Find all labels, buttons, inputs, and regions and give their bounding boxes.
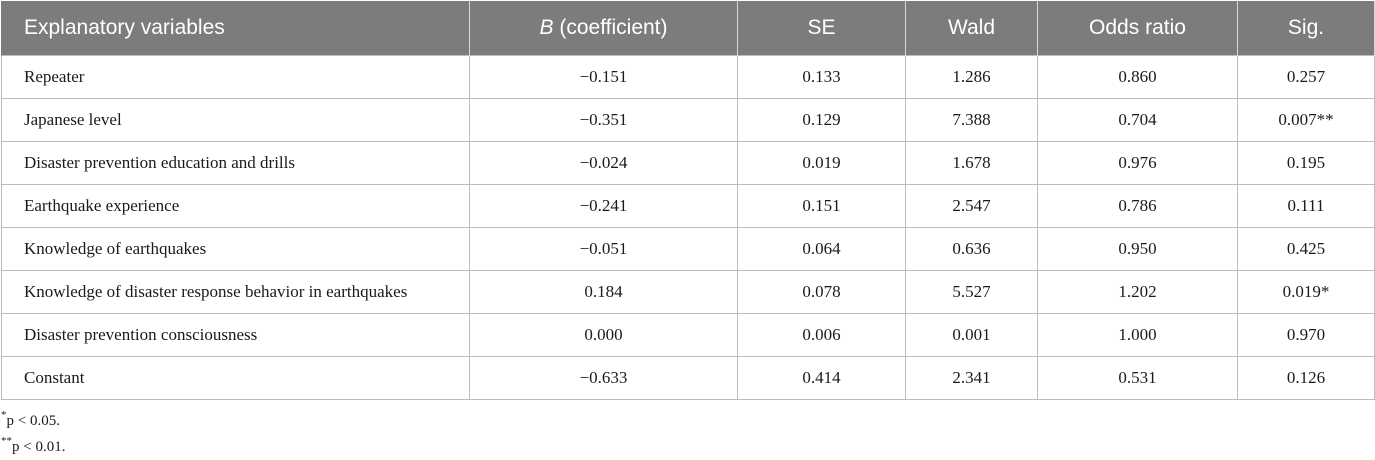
footnote-p01: **p < 0.01. [1,434,1375,460]
cell-sig: 0.425 [1237,227,1375,271]
regression-table: Explanatory variables B (coefficient) SE… [1,1,1375,400]
cell-wald: 0.001 [905,313,1038,357]
cell-se: 0.129 [737,98,906,142]
cell-se: 0.064 [737,227,906,271]
cell-coefficient: 0.184 [469,270,738,314]
header-odds-ratio: Odds ratio [1037,1,1238,56]
cell-sig: 0.007** [1237,98,1375,142]
table-row: Earthquake experience −0.241 0.151 2.547 0.7… [1,184,1375,228]
cell-variable: Japanese level [1,98,470,142]
cell-variable: Knowledge of disaster response behavior … [1,270,470,314]
cell-odds-ratio: 0.704 [1037,98,1238,142]
table-body: Repeater −0.151 0.133 1.286 0.860 0.257 Japane… [1,55,1375,400]
cell-coefficient: 0.000 [469,313,738,357]
header-explanatory-variables: Explanatory variables [1,1,470,56]
table-row: Disaster prevention consciousness 0.000 0.… [1,313,1375,357]
header-b-italic: B [539,16,554,39]
cell-sig: 0.970 [1237,313,1375,357]
header-coefficient: B (coefficient) [469,1,738,56]
cell-sig: 0.111 [1237,184,1375,228]
header-se: SE [737,1,906,56]
footnote-text: p < 0.05. [6,413,60,429]
cell-odds-ratio: 1.202 [1037,270,1238,314]
cell-coefficient: −0.151 [469,55,738,99]
cell-coefficient: −0.051 [469,227,738,271]
footnote-text: p < 0.01. [12,439,66,455]
cell-odds-ratio: 0.531 [1037,356,1238,400]
cell-variable: Knowledge of earthquakes [1,227,470,271]
cell-se: 0.006 [737,313,906,357]
cell-odds-ratio: 0.860 [1037,55,1238,99]
footnote-p05: *p < 0.05. [1,408,1375,434]
cell-se: 0.151 [737,184,906,228]
cell-sig: 0.126 [1237,356,1375,400]
header-row: Explanatory variables B (coefficient) SE… [1,1,1375,56]
cell-se: 0.414 [737,356,906,400]
cell-wald: 0.636 [905,227,1038,271]
table-row: Japanese level −0.351 0.129 7.388 0.704 0.007… [1,98,1375,142]
cell-variable: Constant [1,356,470,400]
table-row: Disaster prevention education and drills… [1,141,1375,185]
cell-se: 0.019 [737,141,906,185]
cell-se: 0.133 [737,55,906,99]
footnote-mark: ** [1,435,12,447]
cell-variable: Repeater [1,55,470,99]
header-wald: Wald [905,1,1038,56]
table-footnotes: *p < 0.05. **p < 0.01. [1,408,1375,460]
cell-coefficient: −0.241 [469,184,738,228]
cell-odds-ratio: 1.000 [1037,313,1238,357]
header-sig: Sig. [1237,1,1375,56]
table-row: Knowledge of disaster response behavior … [1,270,1375,314]
header-coefficient-label: (coefficient) [559,16,668,39]
cell-odds-ratio: 0.976 [1037,141,1238,185]
cell-odds-ratio: 0.950 [1037,227,1238,271]
cell-wald: 1.678 [905,141,1038,185]
cell-coefficient: −0.024 [469,141,738,185]
cell-variable: Disaster prevention education and drills [1,141,470,185]
table-row: Constant −0.633 0.414 2.341 0.531 0.126 [1,356,1375,400]
table-row: Knowledge of earthquakes −0.051 0.064 0.636… [1,227,1375,271]
cell-wald: 2.547 [905,184,1038,228]
table-row: Repeater −0.151 0.133 1.286 0.860 0.257 [1,55,1375,99]
cell-wald: 7.388 [905,98,1038,142]
cell-sig: 0.257 [1237,55,1375,99]
cell-coefficient: −0.351 [469,98,738,142]
cell-wald: 2.341 [905,356,1038,400]
cell-coefficient: −0.633 [469,356,738,400]
footnote-mark: * [1,409,7,421]
cell-odds-ratio: 0.786 [1037,184,1238,228]
cell-sig: 0.019* [1237,270,1375,314]
cell-sig: 0.195 [1237,141,1375,185]
cell-variable: Disaster prevention consciousness [1,313,470,357]
cell-se: 0.078 [737,270,906,314]
cell-wald: 1.286 [905,55,1038,99]
cell-wald: 5.527 [905,270,1038,314]
cell-variable: Earthquake experience [1,184,470,228]
